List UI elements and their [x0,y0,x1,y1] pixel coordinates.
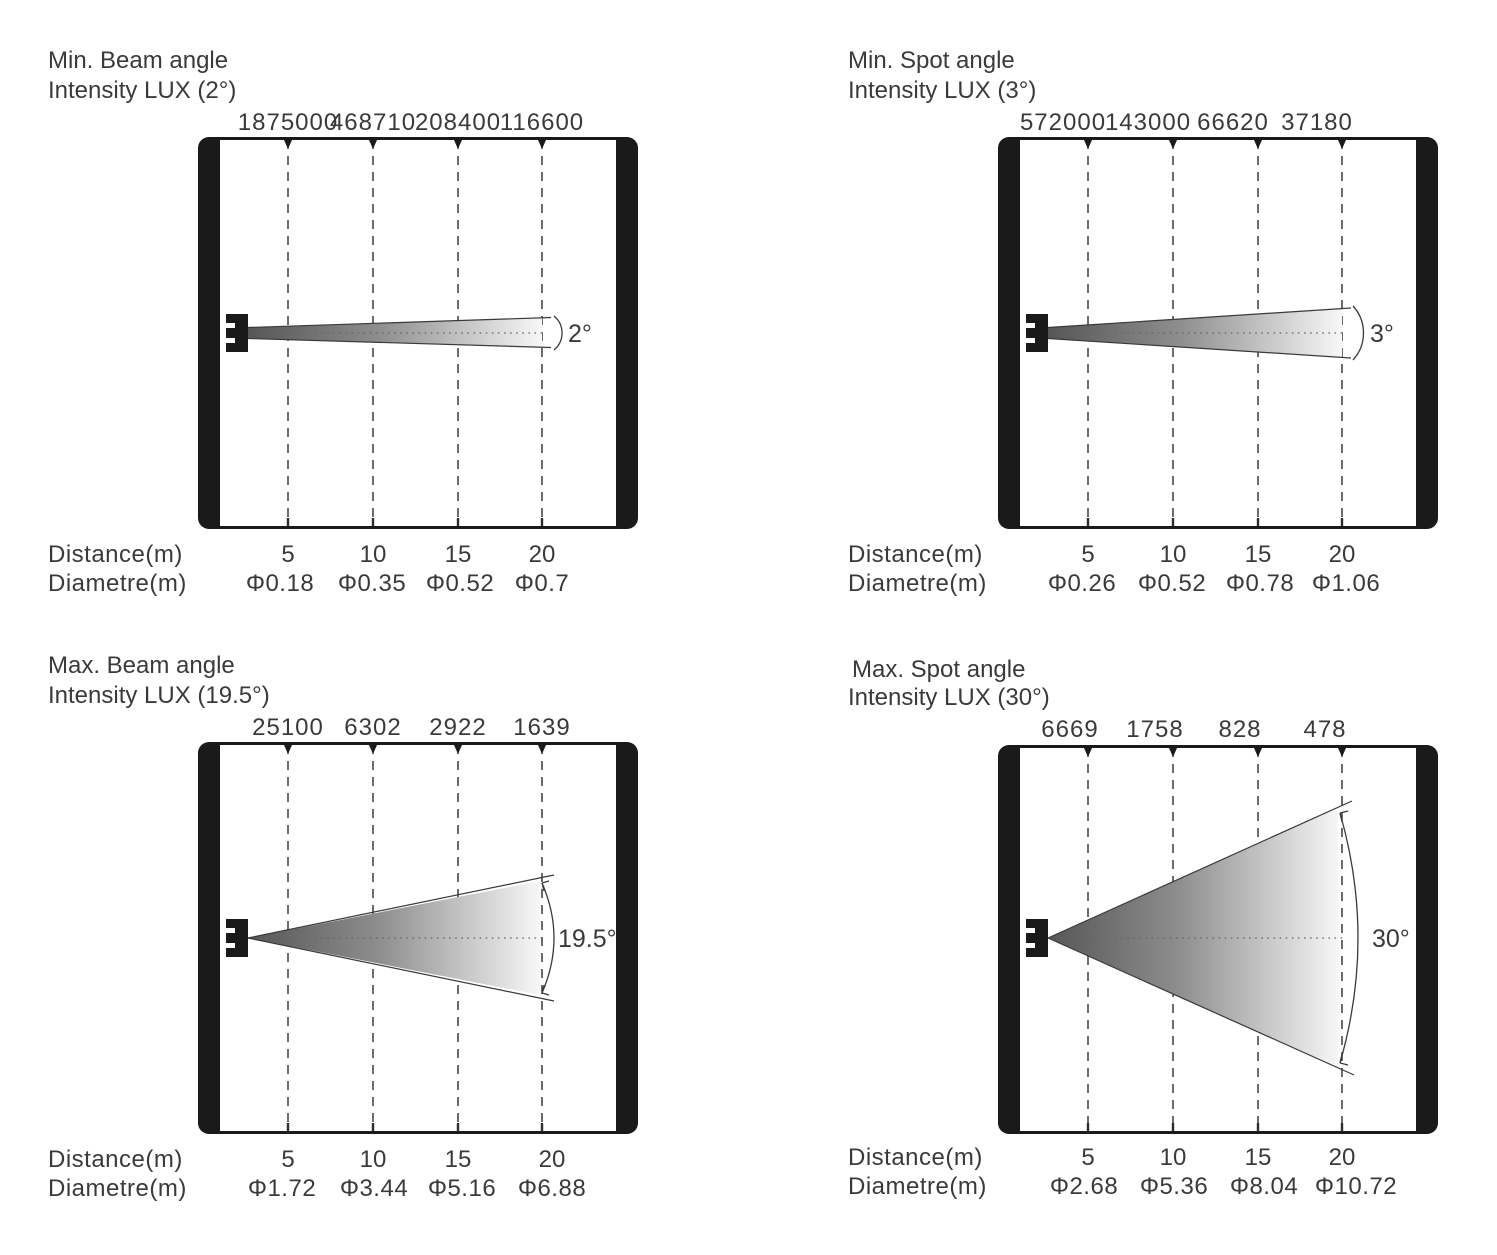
diameter-value: Φ0.78 [1226,570,1294,597]
distance-value: 15 [1245,541,1272,568]
distance-value: 15 [1245,1144,1272,1171]
intensity-value: 37180 [1281,109,1353,136]
panel-title-line2: Intensity LUX (3°) [848,77,1036,104]
intensity-value: 143000 [1105,109,1191,136]
diameter-value: Φ6.88 [518,1175,586,1202]
diameter-value: Φ2.68 [1050,1173,1118,1200]
intensity-value: 25100 [252,714,324,741]
intensity-value: 478 [1303,716,1346,743]
intensity-value: 1875000 [238,109,338,136]
panel-min-spot-angle: Min. Spot angle Intensity LUX (3°) 57200… [830,40,1490,625]
distance-row: Distance(m) 5 10 15 20 [848,541,1355,568]
diameter-value: Φ0.52 [426,570,494,597]
angle-arc [553,315,563,351]
distance-value: 20 [539,1146,566,1173]
panel-max-spot-angle: Max. Spot angle Intensity LUX (30°) 6669… [830,645,1490,1230]
intensity-values-row: 6669 1758 828 478 [1041,716,1346,743]
panel-title-line1: Max. Spot angle [852,656,1025,683]
fixture-icon [226,919,248,957]
fixture-icon [1026,919,1048,957]
diameter-row: Diametre(m) Φ1.72 Φ3.44 Φ5.16 Φ6.88 [48,1175,586,1202]
distance-value: 20 [1329,541,1356,568]
panel-title-line2: Intensity LUX (19.5°) [48,682,270,709]
intensity-values-row: 1875000 468710 208400 116600 [238,109,584,136]
diameter-row: Diametre(m) Φ0.18 Φ0.35 Φ0.52 Φ0.7 [48,570,569,597]
beam-cone [1047,800,1355,1076]
diameter-value: Φ0.26 [1048,570,1116,597]
distance-row: Distance(m) 5 10 15 20 [848,1144,1355,1171]
distance-row-label: Distance(m) [48,1146,183,1173]
distance-value: 10 [360,541,387,568]
panel-min-beam-angle: Min. Beam angle Intensity LUX (2°) 18750… [30,40,690,625]
fixture-icon [1026,314,1048,352]
beam-cone [247,874,555,1002]
intensity-value: 572000 [1020,109,1106,136]
panel-max-beam-angle: Max. Beam angle Intensity LUX (19.5°) 25… [30,645,690,1230]
diameter-row-label: Diametre(m) [848,570,987,597]
intensity-value: 1758 [1126,716,1183,743]
distance-value: 10 [1160,541,1187,568]
intensity-value: 6669 [1041,716,1098,743]
distance-value: 10 [360,1146,387,1173]
intensity-value: 828 [1218,716,1261,743]
diameter-value: Φ0.18 [246,570,314,597]
diameter-value: Φ0.52 [1138,570,1206,597]
intensity-value: 2922 [429,714,486,741]
intensity-value: 468710 [330,109,416,136]
intensity-value: 6302 [344,714,401,741]
intensity-value: 208400 [415,109,501,136]
beam-cone [247,316,552,349]
angle-arc [1352,305,1365,361]
distance-value: 5 [1081,1144,1094,1171]
diameter-value: Φ1.72 [248,1175,316,1202]
panel-title-line2: Intensity LUX (30°) [848,684,1050,711]
diameter-row-label: Diametre(m) [848,1173,987,1200]
panel-title-line1: Max. Beam angle [48,652,235,679]
distance-row-label: Distance(m) [48,541,183,568]
diameter-value: Φ0.7 [515,570,570,597]
distance-value: 5 [1081,541,1094,568]
intensity-value: 1639 [513,714,570,741]
intensity-value: 66620 [1197,109,1269,136]
distance-value: 20 [1329,1144,1356,1171]
diameter-value: Φ8.04 [1230,1173,1298,1200]
distance-value: 15 [445,541,472,568]
distance-row: Distance(m) 5 10 15 20 [48,1146,565,1173]
diameter-value: Φ10.72 [1315,1173,1397,1200]
panel-title-line2: Intensity LUX (2°) [48,77,236,104]
distance-gridlines [1084,748,1346,1131]
panel-title-line1: Min. Beam angle [48,47,228,74]
diameter-value: Φ5.16 [428,1175,496,1202]
angle-arc [541,880,555,996]
diameter-row-label: Diametre(m) [48,1175,187,1202]
diameter-row-label: Diametre(m) [48,570,187,597]
diameter-value: Φ1.06 [1312,570,1380,597]
distance-value: 5 [281,541,294,568]
distance-row-label: Distance(m) [848,541,983,568]
diameter-row: Diametre(m) Φ0.26 Φ0.52 Φ0.78 Φ1.06 [848,570,1380,597]
diameter-value: Φ5.36 [1140,1173,1208,1200]
diameter-row: Diametre(m) Φ2.68 Φ5.36 Φ8.04 Φ10.72 [848,1173,1397,1200]
beam-cone [1047,307,1352,359]
angle-arc [1339,810,1359,1066]
angle-label: 2° [568,320,592,348]
intensity-values-row: 572000 143000 66620 37180 [1020,109,1353,136]
angle-label: 3° [1370,320,1394,348]
angle-label: 19.5° [558,925,617,953]
diameter-value: Φ0.35 [338,570,406,597]
intensity-values-row: 25100 6302 2922 1639 [252,714,570,741]
fixture-icon [226,314,248,352]
distance-value: 10 [1160,1144,1187,1171]
distance-row: Distance(m) 5 10 15 20 [48,541,555,568]
distance-value: 15 [445,1146,472,1173]
intensity-value: 116600 [500,109,584,136]
distance-value: 20 [529,541,556,568]
distance-row-label: Distance(m) [848,1144,983,1171]
diameter-value: Φ3.44 [340,1175,408,1202]
distance-value: 5 [281,1146,294,1173]
angle-label: 30° [1372,925,1410,953]
panel-title-line1: Min. Spot angle [848,47,1015,74]
